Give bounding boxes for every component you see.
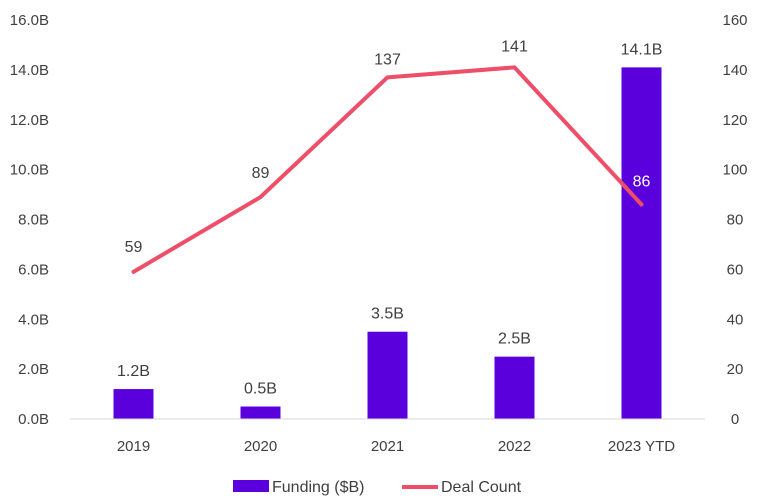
funding-bar-label: 1.2B bbox=[117, 363, 150, 380]
deal-count-label: 141 bbox=[501, 38, 528, 55]
funding-bar bbox=[621, 67, 662, 419]
right-axis-tick-label: 140 bbox=[722, 62, 747, 79]
right-axis-ticks: 0 20 40 60 80 100 120 140 160 bbox=[722, 12, 747, 428]
left-axis-tick-label: 6.0B bbox=[18, 261, 49, 278]
right-axis-tick-label: 0 bbox=[731, 411, 739, 428]
legend-funding-swatch bbox=[233, 480, 269, 492]
left-axis-tick-label: 4.0B bbox=[18, 311, 49, 328]
deal-count-series: 59 89 137 141 86 bbox=[125, 38, 651, 274]
legend: Funding ($B) Deal Count bbox=[233, 479, 522, 496]
funding-bar bbox=[494, 356, 535, 419]
right-axis-tick-label: 120 bbox=[722, 112, 747, 129]
funding-bar-label: 3.5B bbox=[371, 306, 404, 323]
x-axis-tick-label: 2023 YTD bbox=[608, 438, 675, 455]
funding-bar-label: 2.5B bbox=[498, 331, 531, 348]
right-axis-tick-label: 60 bbox=[727, 261, 744, 278]
right-axis-tick-label: 80 bbox=[727, 212, 744, 229]
funding-bar bbox=[367, 331, 408, 419]
right-axis-tick-label: 20 bbox=[727, 361, 744, 378]
legend-funding-label: Funding ($B) bbox=[272, 479, 365, 496]
x-axis-tick-label: 2019 bbox=[117, 438, 150, 455]
x-axis-ticks: 2019 2020 2021 2022 2023 YTD bbox=[117, 438, 675, 455]
right-axis-tick-label: 40 bbox=[727, 311, 744, 328]
left-axis-tick-label: 8.0B bbox=[18, 212, 49, 229]
left-axis-tick-label: 0.0B bbox=[18, 411, 49, 428]
right-axis-tick-label: 160 bbox=[722, 12, 747, 29]
deal-count-line bbox=[131, 65, 644, 274]
left-axis-tick-label: 10.0B bbox=[10, 162, 49, 179]
x-axis-tick-label: 2022 bbox=[498, 438, 531, 455]
legend-deal-count-label: Deal Count bbox=[441, 479, 522, 496]
deal-count-label: 59 bbox=[125, 239, 143, 256]
deal-count-label: 86 bbox=[633, 174, 651, 191]
x-axis-tick-label: 2020 bbox=[244, 438, 277, 455]
deal-count-label: 137 bbox=[374, 51, 401, 68]
funding-bar bbox=[240, 406, 281, 419]
funding-bars: 1.2B 0.5B 3.5B 2.5B 14.1B bbox=[113, 41, 663, 419]
left-axis-tick-label: 2.0B bbox=[18, 361, 49, 378]
left-axis-tick-label: 16.0B bbox=[10, 12, 49, 29]
funding-bar bbox=[113, 389, 154, 419]
deal-count-label: 89 bbox=[252, 165, 270, 182]
right-axis-tick-label: 100 bbox=[722, 162, 747, 179]
x-axis-tick-label: 2021 bbox=[371, 438, 404, 455]
funding-bar-label: 14.1B bbox=[621, 41, 663, 58]
funding-bar-label: 0.5B bbox=[244, 381, 277, 398]
left-axis-ticks: 0.0B 2.0B 4.0B 6.0B 8.0B 10.0B 12.0B 14.0B 16.0B bbox=[10, 12, 49, 428]
left-axis-tick-label: 14.0B bbox=[10, 62, 49, 79]
left-axis-tick-label: 12.0B bbox=[10, 112, 49, 129]
